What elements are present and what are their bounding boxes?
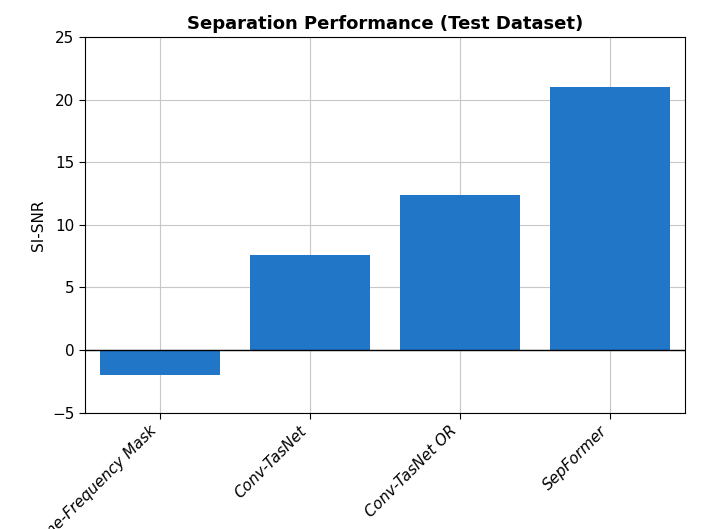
Y-axis label: SI-SNR: SI-SNR (31, 199, 47, 251)
Bar (250, 255, 370, 350)
Bar (400, 195, 520, 350)
Title: Separation Performance (Test Dataset): Separation Performance (Test Dataset) (186, 15, 583, 33)
Bar (100, 350, 220, 375)
Bar (550, 87, 670, 350)
